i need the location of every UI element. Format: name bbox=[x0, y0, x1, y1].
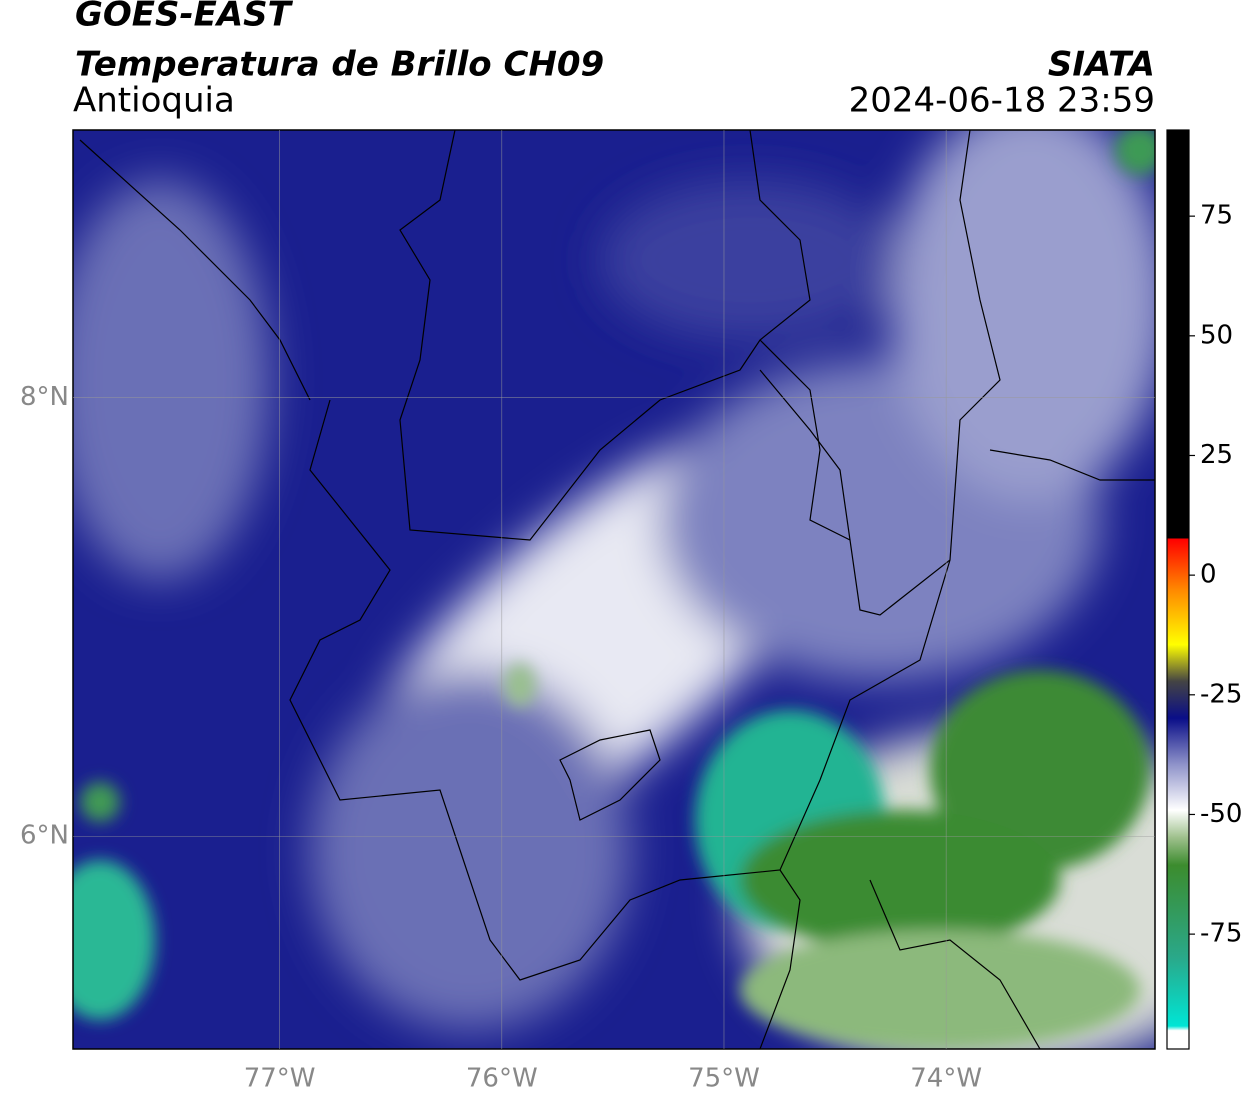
colorbar-tick-label: -50 bbox=[1200, 799, 1242, 829]
lat-tick-label: 6°N bbox=[20, 821, 69, 851]
agency: SIATA bbox=[1048, 45, 1155, 85]
colorbar-tick-label: -25 bbox=[1200, 679, 1242, 709]
region: Antioquia bbox=[73, 81, 235, 121]
colorbar-tick-label: 0 bbox=[1200, 560, 1217, 590]
colorbar-tick-label: 50 bbox=[1200, 320, 1233, 350]
title: GOES-EAST bbox=[75, 0, 294, 35]
subtitle: Temperatura de Brillo CH09 bbox=[75, 45, 604, 85]
satellite-image bbox=[73, 130, 1155, 1049]
colorbar bbox=[1166, 129, 1190, 1050]
lon-tick-label: 77°W bbox=[244, 1064, 316, 1094]
datetime: 2024-06-18 23:59 bbox=[849, 81, 1155, 121]
map-frame bbox=[72, 129, 1156, 1050]
colorbar-tick-label: 25 bbox=[1200, 440, 1233, 470]
lon-tick-label: 74°W bbox=[910, 1064, 982, 1094]
lon-tick-label: 75°W bbox=[688, 1064, 760, 1094]
lon-tick-label: 76°W bbox=[466, 1064, 538, 1094]
lat-tick-label: 8°N bbox=[20, 382, 69, 412]
colorbar-tick-label: -75 bbox=[1200, 919, 1242, 949]
colorbar-tick-label: 75 bbox=[1200, 201, 1233, 231]
